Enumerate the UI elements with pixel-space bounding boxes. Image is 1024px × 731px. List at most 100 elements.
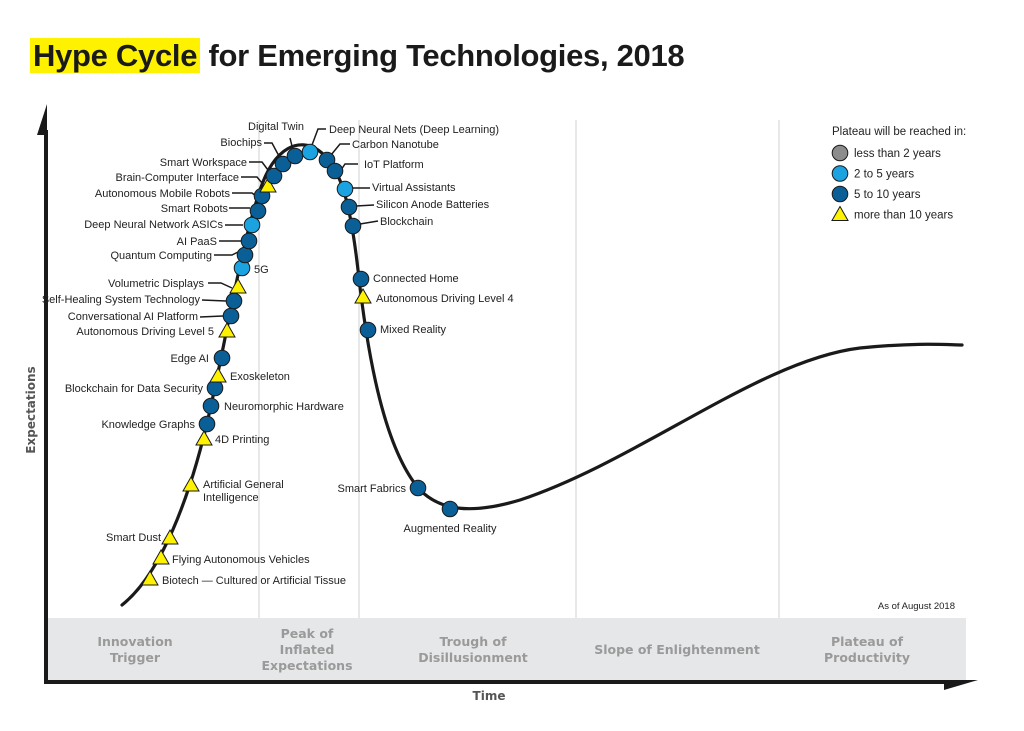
technology-markers: [141, 143, 459, 586]
label-line: Flying Autonomous Vehicles: [172, 554, 310, 566]
phase-dividers: [258, 120, 780, 618]
phase-label-line: Expectations: [261, 658, 352, 673]
marker-deep-neural-nets-deep-learning: [301, 143, 319, 161]
marker-ai-paas: [240, 232, 258, 250]
label-line: Autonomous Mobile Robots: [95, 188, 231, 200]
label-line: Autonomous Driving Level 4: [376, 293, 514, 305]
marker-autonomous-driving-level-5: [218, 321, 236, 338]
legend-label-lt2: less than 2 years: [854, 148, 941, 160]
marker-iot-platform: [326, 162, 344, 180]
label-line: Connected Home: [373, 273, 459, 285]
label-digital-twin: Digital Twin: [248, 121, 304, 133]
marker-smart-robots: [249, 202, 267, 220]
label-smart-workspace: Smart Workspace: [160, 157, 247, 169]
label-blockchain: Blockchain: [380, 216, 433, 228]
label-line: Smart Dust: [106, 532, 161, 544]
label-line: IoT Platform: [364, 159, 424, 171]
leader-smart-workspace: [249, 161, 269, 171]
marker-knowledge-graphs: [198, 415, 216, 433]
label-line: 4D Printing: [215, 434, 269, 446]
phase-label-line: Innovation: [97, 634, 172, 649]
label-silicon-anode-batteries: Silicon Anode Batteries: [376, 199, 490, 211]
y-axis-arrow: [37, 104, 47, 135]
leader-autonomous-mobile-robots: [232, 192, 257, 197]
label-line: Blockchain: [380, 216, 433, 228]
label-flying-autonomous-vehicles: Flying Autonomous Vehicles: [172, 554, 310, 566]
technology-labels: Biotech — Cultured or Artificial Tissue F…: [42, 121, 514, 587]
label-line: Smart Fabrics: [338, 483, 407, 495]
label-knowledge-graphs: Knowledge Graphs: [101, 419, 195, 431]
title-rest: for Emerging Technologies, 2018: [200, 38, 685, 73]
label-line: Conversational AI Platform: [68, 311, 198, 323]
marker-artificial-general-intelligence: [182, 475, 200, 492]
marker-deep-neural-network-asics: [243, 216, 261, 234]
legend-title: Plateau will be reached in:: [832, 126, 966, 138]
phase-labels: Innovation Trigger Peak of Inflated Expectat…: [97, 626, 910, 673]
label-line: Artificial General: [203, 479, 284, 491]
leader-brain-computer-interface: [241, 176, 263, 184]
label-ai-paas: AI PaaS: [177, 236, 217, 248]
label-line: Volumetric Displays: [108, 278, 204, 290]
marker-smart-fabrics: [409, 479, 427, 497]
label-mixed-reality: Mixed Reality: [380, 324, 447, 336]
label-deep-neural-network-asics: Deep Neural Network ASICs: [84, 219, 223, 231]
legend-marker-gt10: [831, 205, 849, 221]
label-self-healing-system-technology: Self-Healing System Technology: [42, 294, 201, 306]
label-line: Knowledge Graphs: [101, 419, 195, 431]
label-line: Biochips: [220, 137, 262, 149]
marker-virtual-assistants: [336, 180, 354, 198]
leader-digital-twin: [289, 137, 294, 151]
phase-label-line: Peak of: [281, 626, 334, 641]
marker-4d-printing: [195, 429, 213, 446]
marker-mixed-reality: [359, 321, 377, 339]
legend-label-gt10: more than 10 years: [854, 210, 953, 222]
label-line: Biotech — Cultured or Artificial Tissue: [162, 575, 346, 587]
marker-augmented-reality: [441, 500, 459, 518]
title-highlight: Hype Cycle: [30, 38, 201, 73]
leader-deep-neural-nets-deep-learning: [311, 128, 326, 146]
leader-conversational-ai-platform: [199, 315, 224, 318]
leader-blockchain: [359, 220, 379, 225]
label-line: Brain-Computer Interface: [116, 172, 240, 184]
marker-neuromorphic-hardware: [202, 397, 220, 415]
label-connected-home: Connected Home: [373, 273, 459, 285]
legend-marker-2to5: [831, 165, 849, 182]
as-of-note: As of August 2018: [878, 601, 955, 612]
label-exoskeleton: Exoskeleton: [230, 371, 290, 383]
label-autonomous-driving-level-4: Autonomous Driving Level 4: [376, 293, 514, 305]
label-smart-fabrics: Smart Fabrics: [338, 483, 407, 495]
chart-title: Hype Cycle for Emerging Technologies, 20…: [30, 38, 685, 74]
legend: Plateau will be reached in: less than 2 …: [831, 126, 966, 222]
label-quantum-computing: Quantum Computing: [111, 250, 213, 262]
label-deep-neural-nets-deep-learning: Deep Neural Nets (Deep Learning): [329, 124, 499, 136]
leader-carbon-nanotube: [330, 143, 350, 156]
label-line: Mixed Reality: [380, 324, 447, 336]
x-axis-label: Time: [473, 689, 506, 703]
leader-lines: [199, 128, 379, 318]
leader-quantum-computing: [214, 251, 239, 256]
leader-volumetric-displays: [208, 282, 233, 289]
marker-flying-autonomous-vehicles: [152, 548, 170, 565]
marker-conversational-ai-platform: [222, 307, 240, 325]
label-line: Deep Neural Network ASICs: [84, 219, 223, 231]
phase-label-innovation-trigger: Innovation Trigger: [97, 634, 172, 665]
label-iot-platform: IoT Platform: [364, 159, 424, 171]
marker-smart-workspace: [265, 167, 283, 185]
marker-blockchain: [344, 217, 362, 235]
label-line: 5G: [254, 264, 269, 276]
phase-label-slope-of-enlightenment: Slope of Enlightenment: [594, 642, 760, 657]
leader-self-healing-system-technology: [201, 299, 227, 302]
legend-label-2to5: 2 to 5 years: [854, 169, 914, 181]
label-line: Intelligence: [203, 492, 259, 504]
marker-biochips: [274, 155, 292, 173]
phase-band: [46, 618, 966, 680]
label-line: AI PaaS: [177, 236, 217, 248]
legend-marker-5to10: [831, 185, 849, 203]
leader-biochips: [264, 142, 281, 159]
marker-volumetric-displays: [229, 277, 247, 294]
marker-biotech-cultured-or-artificial-tissue: [141, 569, 159, 586]
label-line: Self-Healing System Technology: [42, 294, 201, 306]
label-line: Quantum Computing: [111, 250, 213, 262]
leader-iot-platform: [340, 163, 358, 171]
